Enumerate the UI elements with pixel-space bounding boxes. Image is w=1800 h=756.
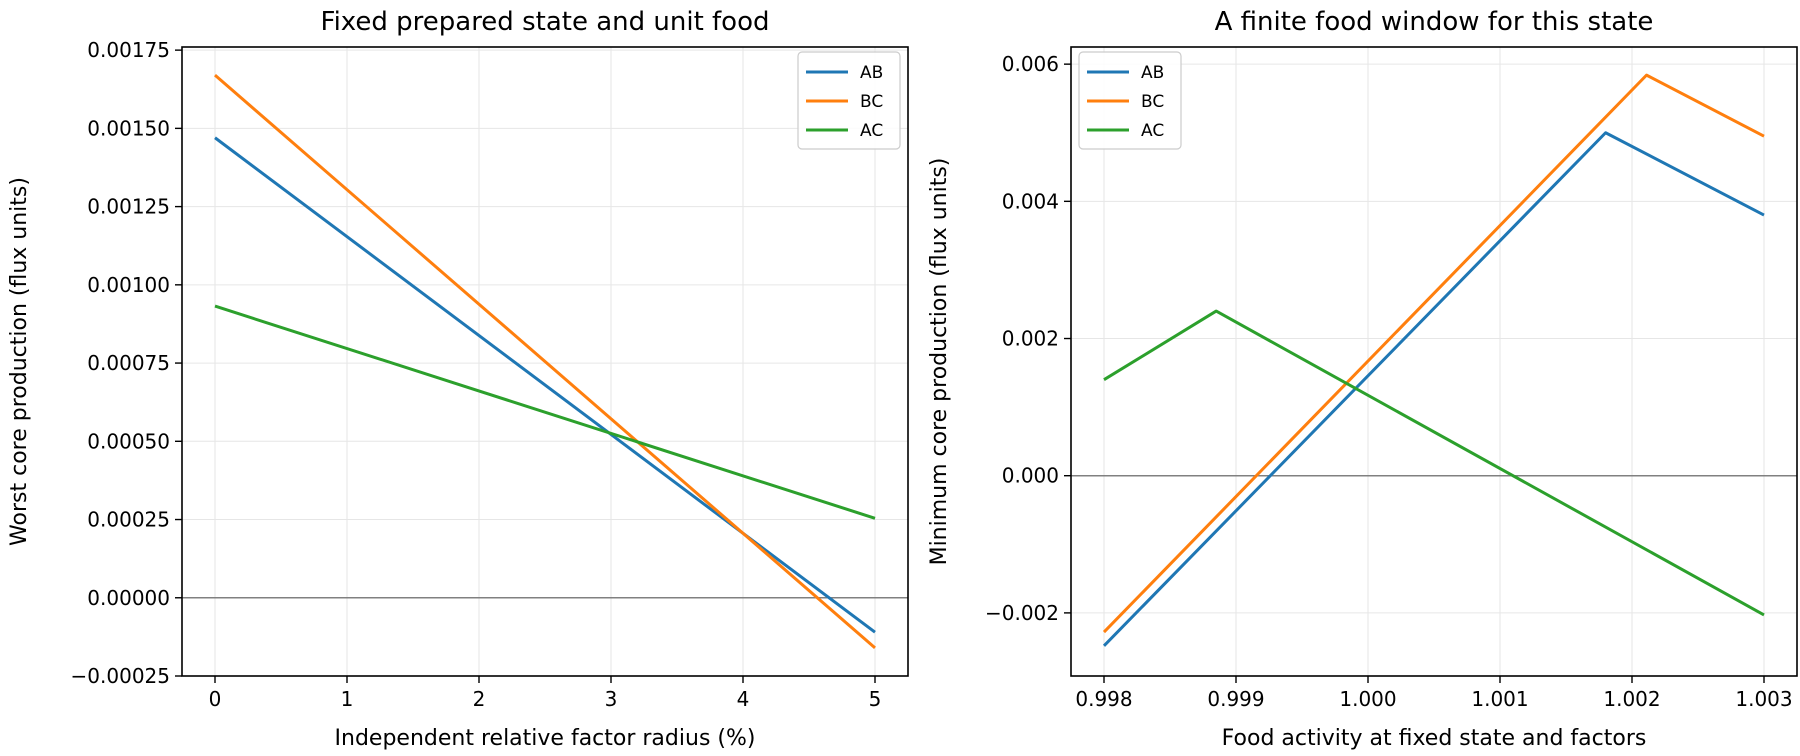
legend-label-ac: AC bbox=[1141, 121, 1164, 141]
y-tick-label: 0.00000 bbox=[87, 586, 170, 610]
chart-title: A finite food window for this state bbox=[1215, 7, 1654, 37]
y-axis-label: Worst core production (flux units) bbox=[7, 177, 32, 546]
x-axis-label: Independent relative factor radius (%) bbox=[335, 726, 756, 751]
x-axis-label: Food activity at fixed state and factors bbox=[1222, 726, 1647, 751]
y-tick-label: 0.00075 bbox=[87, 351, 170, 375]
legend-label-bc: BC bbox=[860, 92, 883, 112]
x-tick-label: 1 bbox=[341, 687, 354, 711]
series-line-bc bbox=[214, 74, 876, 649]
y-tick-label: 0.00100 bbox=[87, 273, 170, 297]
x-tick-label: 2 bbox=[473, 687, 486, 711]
x-tick-label: 0 bbox=[209, 687, 222, 711]
x-tick-label: 1.002 bbox=[1603, 687, 1660, 711]
y-tick-label: 0.000 bbox=[1002, 464, 1059, 488]
chart-1: 0 1 2 3 4 5 −0.00025 0.00000 0.00025 0.00050 0.000… bbox=[7, 7, 909, 751]
y-tick-label: −0.00025 bbox=[71, 664, 170, 688]
y-tick-label: 0.002 bbox=[1002, 327, 1059, 351]
legend: AB BC AC bbox=[1078, 51, 1182, 150]
series-line-ab bbox=[1102, 131, 1765, 647]
y-tick-label: 0.006 bbox=[1002, 52, 1059, 76]
series-line-ab bbox=[214, 136, 876, 634]
legend-label-ab: AB bbox=[860, 63, 883, 83]
legend-label-ab: AB bbox=[1141, 63, 1164, 83]
series-line-ac bbox=[1103, 309, 1765, 617]
y-tick-label: 0.00175 bbox=[87, 38, 170, 62]
legend-label-ac: AC bbox=[860, 121, 883, 141]
x-tick-label: 1.001 bbox=[1471, 687, 1528, 711]
chart-title: Fixed prepared state and unit food bbox=[321, 7, 770, 37]
y-tick-label: −0.002 bbox=[985, 601, 1059, 625]
legend: AB BC AC bbox=[797, 51, 901, 150]
legend-box bbox=[1078, 51, 1182, 150]
y-tick-label: 0.00150 bbox=[87, 116, 170, 140]
legend-label-bc: BC bbox=[1141, 92, 1164, 112]
x-tick-label: 0.998 bbox=[1075, 687, 1132, 711]
x-tick-label: 4 bbox=[737, 687, 750, 711]
y-axis-label: Minimum core production (flux units) bbox=[927, 158, 952, 566]
x-tick-label: 1.000 bbox=[1339, 687, 1396, 711]
x-tick-label: 5 bbox=[869, 687, 882, 711]
plot-frame bbox=[1070, 46, 1798, 677]
y-tick-label: 0.00125 bbox=[87, 195, 170, 219]
y-tick-label: 0.00025 bbox=[87, 508, 170, 532]
series-line-bc bbox=[1102, 73, 1765, 634]
chart-2: 0.998 0.999 1.000 1.001 1.002 1.003 −0.002 0.00… bbox=[927, 7, 1798, 751]
legend-box bbox=[797, 51, 901, 150]
y-tick-label: 0.00050 bbox=[87, 429, 170, 453]
x-tick-label: 1.003 bbox=[1735, 687, 1792, 711]
x-tick-label: 0.999 bbox=[1207, 687, 1264, 711]
series-line-ac bbox=[214, 304, 876, 520]
y-tick-label: 0.004 bbox=[1002, 189, 1059, 213]
x-tick-label: 3 bbox=[605, 687, 618, 711]
plot-frame bbox=[181, 46, 909, 677]
